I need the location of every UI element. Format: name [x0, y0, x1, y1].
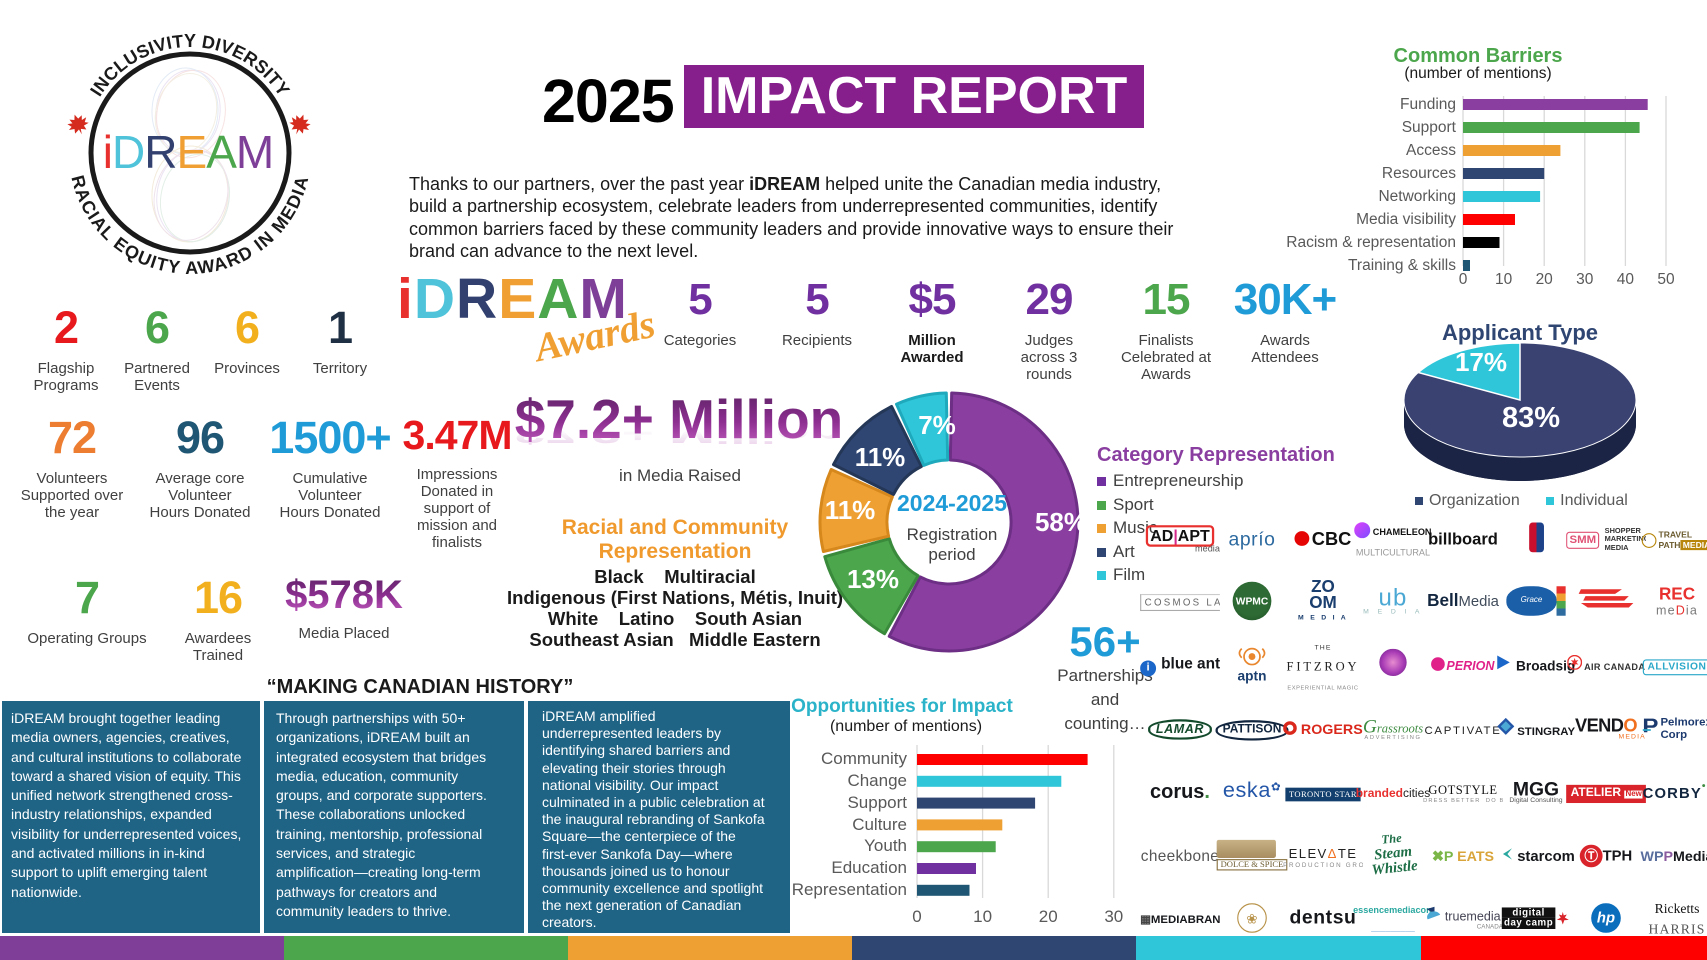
svg-text:Culture: Culture [852, 815, 907, 834]
svg-text:11%: 11% [855, 442, 906, 472]
svg-text:Media visibility: Media visibility [1356, 211, 1456, 228]
svg-text:iDREAM: iDREAM [103, 126, 273, 178]
svg-text:0: 0 [912, 907, 921, 926]
svg-text:Registration: Registration [907, 525, 998, 544]
svg-text:0: 0 [1459, 271, 1468, 288]
svg-text:17%: 17% [1455, 347, 1507, 377]
svg-text:(number of mentions): (number of mentions) [1404, 65, 1551, 82]
svg-text:RACIAL EQUITY AWARD IN MEDIA: RACIAL EQUITY AWARD IN MEDIA [67, 173, 312, 278]
svg-text:2024-2025: 2024-2025 [897, 490, 1007, 516]
svg-text:Training & skills: Training & skills [1348, 257, 1456, 274]
svg-text:Youth: Youth [864, 836, 907, 855]
svg-text:Change: Change [847, 771, 907, 790]
svg-text:Common Barriers: Common Barriers [1394, 45, 1563, 67]
svg-text:58%: 58% [1035, 507, 1087, 537]
svg-text:Opportunities for Impact: Opportunities for Impact [791, 696, 1013, 717]
svg-text:Networking: Networking [1378, 188, 1456, 205]
svg-text:30: 30 [1576, 271, 1594, 288]
svg-text:11%: 11% [825, 495, 876, 525]
svg-text:Support: Support [1402, 119, 1457, 136]
svg-text:Support: Support [847, 793, 907, 812]
svg-text:Access: Access [1406, 142, 1456, 159]
svg-text:period: period [928, 545, 975, 564]
svg-text:7%: 7% [918, 410, 956, 440]
svg-text:Funding: Funding [1400, 96, 1456, 113]
svg-text:Representation: Representation [792, 880, 907, 899]
svg-text:Education: Education [831, 858, 907, 877]
svg-text:10: 10 [973, 907, 992, 926]
svg-text:83%: 83% [1502, 402, 1560, 434]
svg-text:Resources: Resources [1382, 165, 1456, 182]
svg-text:Racism & representation: Racism & representation [1286, 234, 1456, 251]
svg-text:13%: 13% [847, 564, 899, 594]
svg-text:(number of mentions): (number of mentions) [830, 718, 982, 735]
svg-text:Community: Community [821, 749, 907, 768]
svg-text:40: 40 [1617, 271, 1635, 288]
svg-text:20: 20 [1536, 271, 1554, 288]
svg-text:30: 30 [1104, 907, 1123, 926]
svg-text:50: 50 [1657, 271, 1675, 288]
svg-text:20: 20 [1039, 907, 1058, 926]
svg-text:10: 10 [1495, 271, 1513, 288]
